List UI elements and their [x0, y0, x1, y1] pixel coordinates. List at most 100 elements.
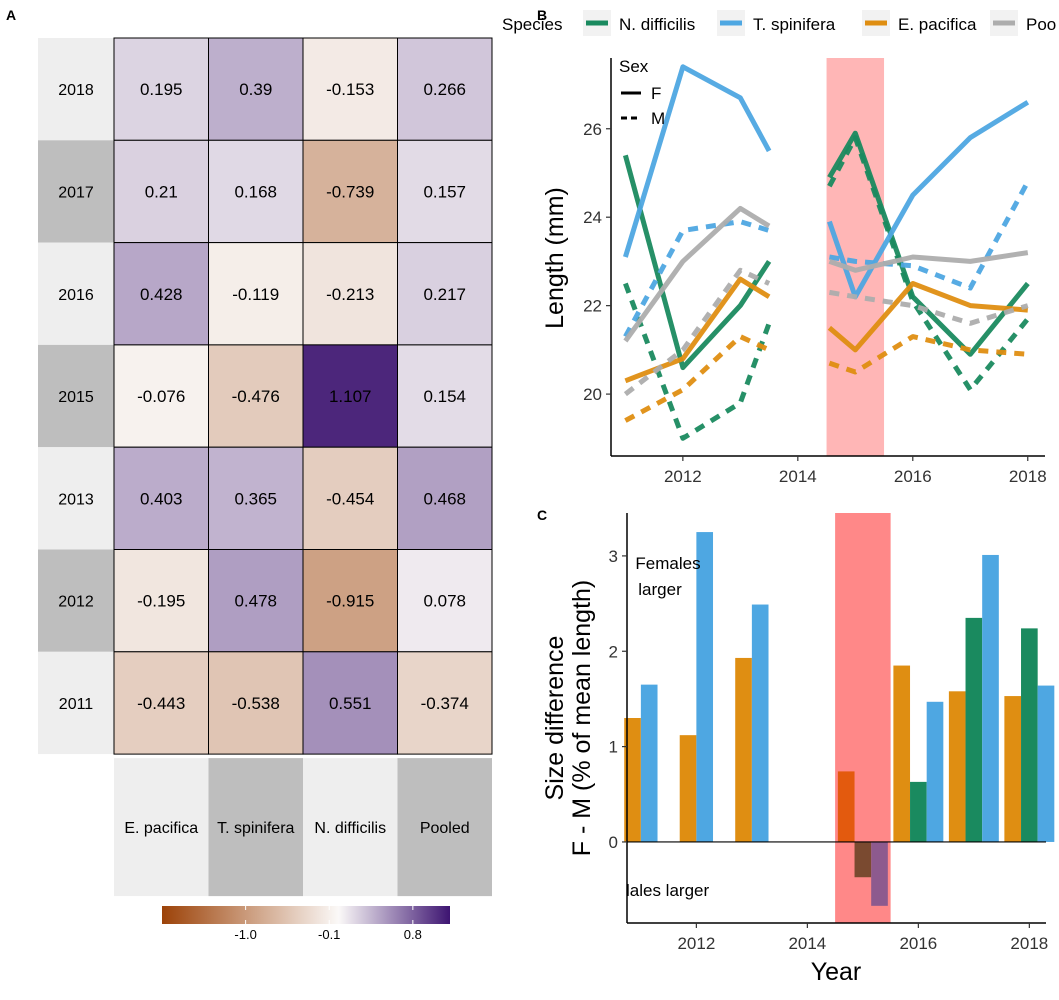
row-label-bg — [38, 242, 114, 345]
heatmap-value: 0.157 — [423, 182, 466, 201]
heatmap-cell — [397, 344, 493, 448]
bar-e-pacifica-2011 — [624, 718, 641, 842]
line-t-spinifera-m — [828, 180, 1030, 291]
bar-chart-y-label-line2: F - M (% of mean length) — [568, 580, 596, 856]
heatmap-value: -0.915 — [326, 592, 374, 611]
row-label-bg — [38, 447, 114, 550]
heatmap-cell — [208, 446, 304, 551]
heatmap-value: -0.153 — [326, 80, 374, 99]
x-tick-label: 2016 — [899, 934, 937, 953]
heatmap-cell — [113, 37, 209, 141]
line-poo-f — [828, 250, 1029, 273]
annotation-females-larger-1: Females — [635, 554, 700, 573]
y-tick-label: 1 — [609, 738, 618, 757]
x-tick-label: 2014 — [788, 934, 826, 953]
heatmap-value: -0.076 — [137, 387, 185, 406]
line-poo-m — [828, 289, 1029, 326]
heatmap-cell — [208, 242, 304, 346]
line-t-spinifera-m — [623, 219, 770, 338]
heatmap-panel: 2018 0.195 0.39 -0.153 0.266 2017 0.21 0.168 -0.… — [38, 37, 493, 897]
line-t-spinifera-f — [623, 64, 772, 258]
row-label-2015: 2015 — [58, 389, 94, 406]
heatmap-value: -0.739 — [326, 182, 374, 201]
column-label-t-spinifera: T. spinifera — [217, 820, 294, 837]
column-label-pooled: Pooled — [420, 820, 470, 837]
row-label-2018: 2018 — [58, 82, 94, 99]
heatmap-cell — [113, 446, 209, 551]
legend-label-sex-m: M — [651, 109, 665, 128]
heatmap-cell — [302, 651, 398, 755]
row-label-bg — [38, 38, 114, 141]
heatmap-value: -0.476 — [232, 387, 280, 406]
heatmap-cell — [113, 242, 209, 346]
colorbar-tick-label: -1.0 — [234, 927, 256, 942]
y-tick-label: 2 — [609, 642, 618, 661]
species-legend-title: Species — [502, 15, 562, 34]
row-label-2013: 2013 — [58, 491, 94, 508]
heatmap-cell — [208, 651, 304, 755]
column-label-n-difficilis: N. difficilis — [314, 820, 386, 837]
x-tick-label: 2018 — [1010, 934, 1048, 953]
y-tick-label: 0 — [609, 833, 618, 852]
heatmap-value: 0.154 — [423, 387, 466, 406]
bar-chart-y-label-line1: Size difference — [541, 636, 569, 801]
x-tick-label: 2016 — [894, 467, 932, 486]
heatmap-cell — [113, 651, 209, 755]
heatmap-cell — [302, 344, 398, 448]
row-label-2017: 2017 — [58, 184, 94, 201]
heatmap-value: -0.443 — [137, 694, 185, 713]
y-tick-label: 24 — [583, 208, 602, 227]
line-e-pacifica-f — [827, 281, 1028, 353]
row-label-bg — [38, 549, 114, 652]
legend-label-t-spinifera: T. spinifera — [753, 15, 836, 34]
heatmap-value: 0.21 — [145, 182, 178, 201]
bar-e-pacifica-2012 — [679, 735, 697, 842]
column-label-bg — [208, 758, 303, 897]
y-tick-label: 20 — [583, 385, 602, 404]
bar-t-spinifera-2013 — [751, 604, 769, 842]
heatmap-cell — [397, 37, 493, 141]
line-chart-y-label: Length (mm) — [541, 187, 569, 329]
heatmap-value: 0.428 — [140, 285, 183, 304]
annotation-females-larger-2: larger — [638, 580, 682, 599]
heatmap-cell — [208, 344, 304, 448]
heatmap-cell — [397, 139, 493, 244]
heatmap-value: 0.403 — [140, 489, 183, 508]
colorbar-tick-label: 0.8 — [404, 927, 422, 942]
heatmap-cell — [302, 37, 398, 141]
heatmap-value: 0.478 — [234, 592, 277, 611]
row-label-2016: 2016 — [58, 287, 94, 304]
panel-label-a: A — [6, 7, 16, 23]
heatmap-cell — [208, 139, 304, 244]
colorbar: -1.0 -0.1 0.8 — [162, 906, 450, 942]
x-tick-label: 2012 — [664, 467, 702, 486]
colorbar-tick-label: -0.1 — [318, 927, 340, 942]
column-label-bg — [303, 758, 398, 897]
x-tick-label: 2018 — [1009, 467, 1047, 486]
heatmap-value: -0.195 — [137, 592, 185, 611]
column-label-bg — [397, 758, 492, 897]
line-t-spinifera-f — [827, 100, 1030, 300]
heatmap-cell — [397, 549, 493, 653]
line-n-difficilis-f — [622, 154, 772, 371]
bar-chart-x-label: Year — [811, 958, 862, 986]
bar-chart-panel: 0 1 2 3 2012 2014 2016 2018 — [609, 513, 1055, 953]
legend-label-sex-f: F — [651, 84, 661, 103]
bar-n-difficilis-2017 — [965, 617, 983, 842]
annotation-males-larger: lales larger — [626, 881, 709, 900]
heatmap-value: 0.551 — [329, 694, 372, 713]
x-tick-label: 2014 — [779, 467, 817, 486]
bar-t-spinifera-2018 — [1037, 685, 1055, 842]
legend-label-n-difficilis: N. difficilis — [619, 15, 695, 34]
bar-t-spinifera-2016 — [926, 701, 944, 842]
heatmap-value: 0.168 — [234, 182, 277, 201]
bar-e-pacifica-2013 — [735, 657, 752, 842]
row-label-bg — [38, 651, 114, 755]
heatmap-value: 0.468 — [423, 489, 466, 508]
heatmap-value: 0.217 — [423, 285, 466, 304]
heatmap-cell — [302, 549, 398, 653]
heatmap-value: 0.39 — [239, 80, 272, 99]
heatmap-value: -0.374 — [421, 694, 469, 713]
